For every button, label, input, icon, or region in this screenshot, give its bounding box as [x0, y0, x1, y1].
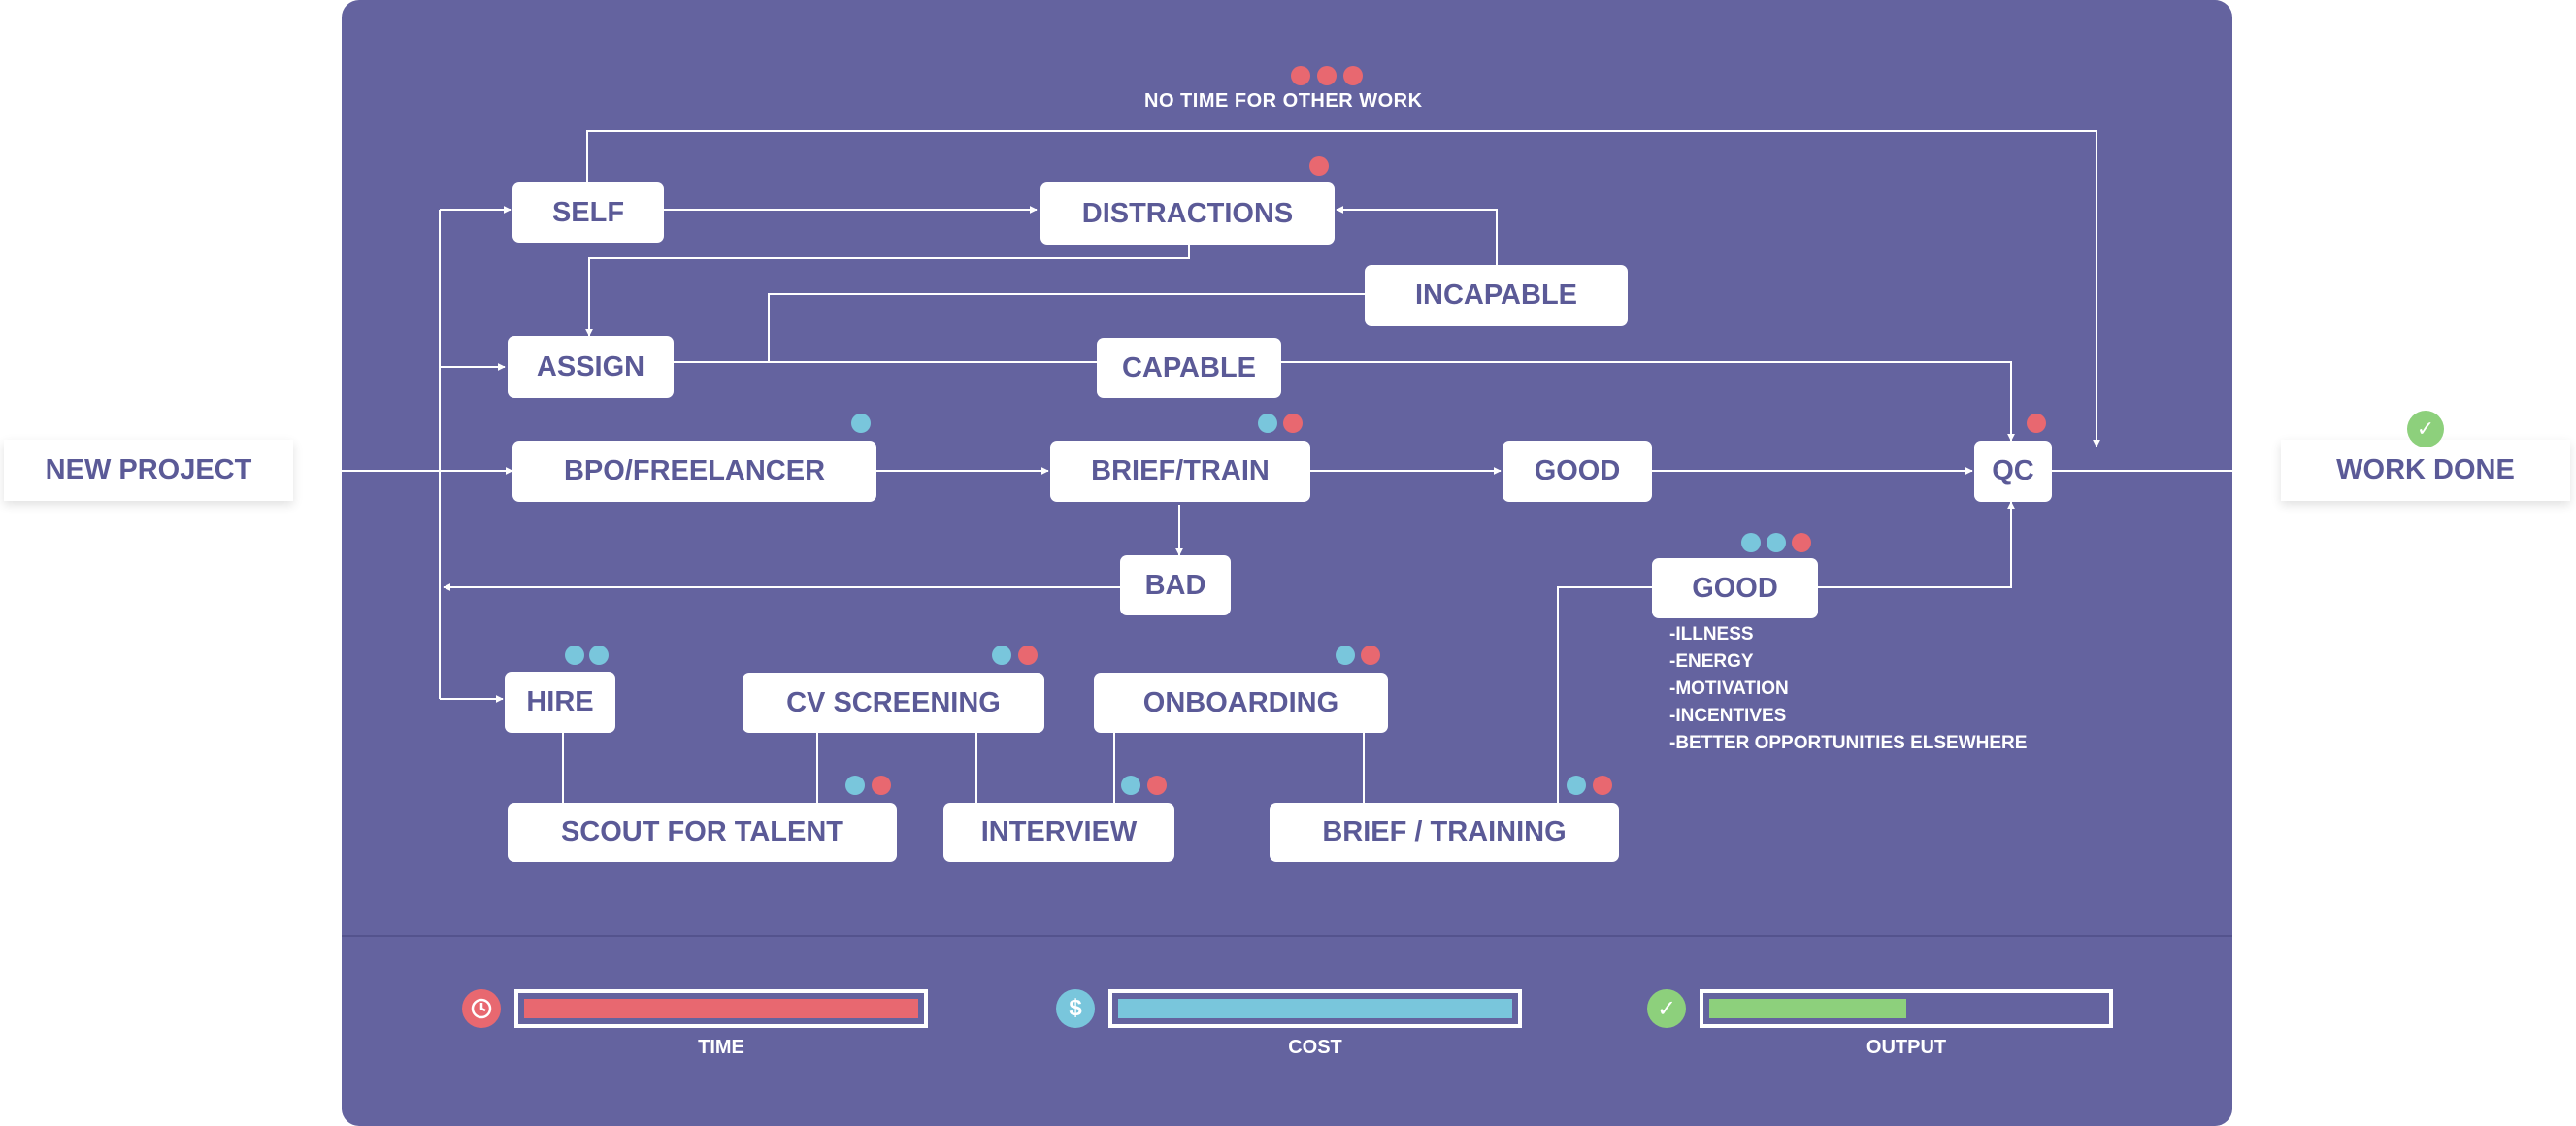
node-capable: CAPABLE: [1097, 338, 1281, 398]
dollar-icon: $: [1056, 989, 1095, 1028]
arrow-capable-to-qc: [1281, 361, 2015, 442]
cost-meter-label: COST: [1288, 1037, 1342, 1058]
line-brief-to-good-lower: [1557, 586, 1652, 803]
time-dot: [1361, 646, 1380, 665]
node-hire: HIRE: [505, 672, 615, 733]
time-dot: [2027, 414, 2046, 433]
panel-divider: [342, 935, 2232, 937]
time-meter-fill: [524, 999, 918, 1018]
risk-factor: -ILLNESS: [1669, 624, 1754, 645]
risk-factor: -MOTIVATION: [1669, 679, 1789, 699]
cost-dot: [565, 646, 584, 665]
time-meter-label: TIME: [698, 1037, 744, 1058]
output-meter-label: OUTPUT: [1866, 1037, 1947, 1058]
cost-dot: [845, 776, 865, 795]
time-dot: [1317, 66, 1337, 85]
arrow-incapable-to-distractions: [1336, 206, 1498, 265]
risk-factor-list: -ILLNESS -ENERGY -MOTIVATION -INCENTIVES…: [1669, 621, 2027, 757]
time-dot: [1147, 776, 1167, 795]
arrow-good-lower-to-qc: [1818, 501, 2015, 588]
arrow-distractions-to-assign: [585, 245, 1190, 337]
time-dot: [1283, 414, 1303, 433]
cost-dot: [1767, 533, 1786, 552]
check-icon: ✓: [1647, 989, 1686, 1028]
time-dot: [1593, 776, 1612, 795]
cost-dot: [1121, 776, 1140, 795]
cost-dot: [851, 414, 871, 433]
time-dot: [1792, 533, 1811, 552]
risk-factor: -INCENTIVES: [1669, 706, 1787, 726]
no-time-caption: NO TIME FOR OTHER WORK: [1144, 90, 1423, 112]
node-cv-screening: CV SCREENING: [743, 673, 1044, 733]
time-dot: [1309, 156, 1329, 176]
node-brief-train: BRIEF/TRAIN: [1050, 441, 1310, 502]
work-done-label: WORK DONE: [2281, 440, 2570, 501]
cost-dot: [1741, 533, 1761, 552]
node-good-top: GOOD: [1503, 441, 1652, 502]
cost-dot: [1258, 414, 1277, 433]
node-bad: BAD: [1120, 555, 1231, 615]
node-assign: ASSIGN: [508, 336, 674, 398]
cost-meter-fill: [1118, 999, 1512, 1018]
cost-meter: [1108, 989, 1522, 1028]
clock-icon: [462, 989, 501, 1028]
time-dot: [872, 776, 891, 795]
work-done-check-icon: ✓: [2407, 411, 2444, 447]
node-onboarding: ONBOARDING: [1094, 673, 1388, 733]
cost-dot: [1336, 646, 1355, 665]
node-distractions: DISTRACTIONS: [1040, 182, 1335, 245]
node-incapable: INCAPABLE: [1365, 265, 1628, 326]
time-dot: [1343, 66, 1363, 85]
node-bpo-freelancer: BPO/FREELANCER: [512, 441, 876, 502]
arrow-self-to-qc: [586, 130, 2100, 447]
node-brief-training: BRIEF / TRAINING: [1270, 803, 1619, 862]
time-dot: [1018, 646, 1038, 665]
time-dot: [1291, 66, 1310, 85]
cost-dot: [589, 646, 609, 665]
line-assign-to-incapable: [768, 293, 1365, 362]
output-meter-fill: [1709, 999, 1906, 1018]
time-meter: [514, 989, 928, 1028]
node-self: SELF: [512, 182, 664, 243]
risk-factor: -ENERGY: [1669, 651, 1754, 672]
node-qc: QC: [1974, 441, 2052, 502]
node-scout-for-talent: SCOUT FOR TALENT: [508, 803, 897, 862]
node-good-lower: GOOD: [1652, 558, 1818, 618]
output-meter: [1700, 989, 2113, 1028]
risk-factor: -BETTER OPPORTUNITIES ELSEWHERE: [1669, 733, 2028, 753]
cost-dot: [1567, 776, 1586, 795]
node-interview: INTERVIEW: [943, 803, 1174, 862]
new-project-label: NEW PROJECT: [4, 440, 293, 501]
cost-dot: [992, 646, 1011, 665]
